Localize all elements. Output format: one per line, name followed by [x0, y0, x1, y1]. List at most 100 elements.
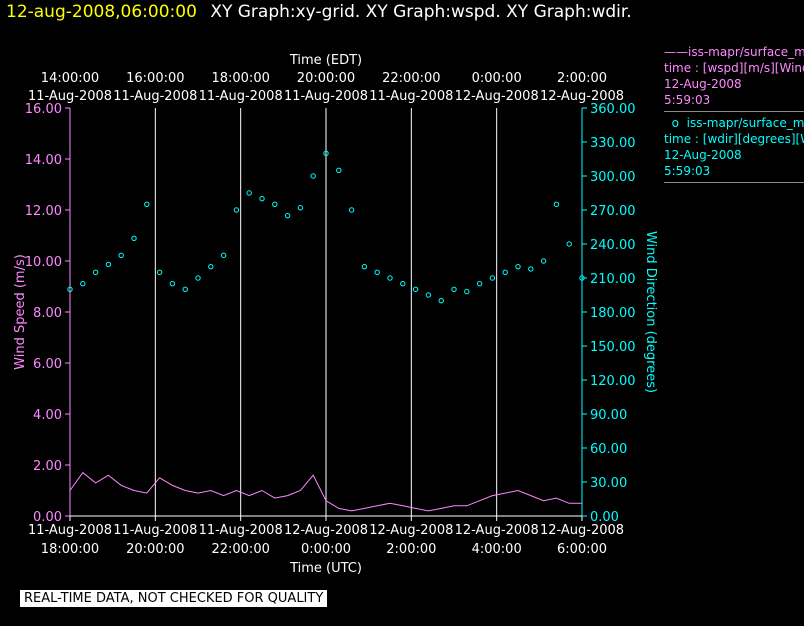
wind-direction-point — [144, 201, 150, 208]
wind-direction-point — [80, 280, 86, 287]
wind-direction-point — [297, 205, 304, 211]
left-tick-label: 8.00 — [33, 306, 62, 321]
bottom-tick-date: 12-Aug-2008 — [455, 523, 539, 538]
top-tick-date: 12-Aug-2008 — [540, 89, 624, 104]
wind-direction-point — [233, 207, 240, 213]
wind-direction-point — [259, 195, 265, 202]
wind-direction-point — [105, 261, 112, 268]
left-tick-label: 2.00 — [33, 459, 62, 474]
right-tick-label: 210.00 — [590, 272, 636, 287]
bottom-tick-time: 18:00:00 — [41, 542, 99, 557]
bottom-tick-time: 0:00:00 — [301, 542, 351, 557]
top-tick-date: 12-Aug-2008 — [455, 89, 539, 104]
bottom-tick-date: 12-Aug-2008 — [284, 523, 368, 538]
bottom-tick-time: 6:00:00 — [557, 542, 607, 557]
wind-direction-point — [476, 280, 483, 287]
right-tick-label: 240.00 — [590, 238, 636, 253]
right-tick-label: 360.00 — [590, 102, 636, 117]
wind-direction-point — [348, 207, 355, 213]
wind-direction-point — [553, 201, 560, 208]
title-bar: 12-aug-2008,06:00:00 XY Graph:xy-grid. X… — [6, 2, 632, 22]
top-axis-label: Time (EDT) — [289, 53, 362, 68]
left-tick-label: 4.00 — [33, 408, 62, 423]
wind-direction-point — [540, 258, 547, 264]
wind-direction-point — [374, 269, 380, 276]
right-tick-label: 270.00 — [590, 204, 636, 219]
wind-direction-point — [489, 275, 496, 281]
bottom-tick-time: 20:00:00 — [126, 542, 184, 557]
wind-direction-point — [92, 269, 99, 276]
wind-direction-point — [272, 201, 278, 208]
wind-direction-point — [566, 241, 572, 247]
bottom-axis-label: Time (UTC) — [289, 561, 362, 576]
left-tick-label: 12.00 — [25, 204, 62, 219]
wind-direction-point — [361, 263, 368, 270]
bottom-tick-time: 4:00:00 — [472, 542, 522, 557]
wind-direction-point — [284, 212, 291, 219]
top-tick-time: 18:00:00 — [211, 71, 269, 86]
wind-direction-point — [310, 173, 316, 179]
legend-wspd-title: ——iss-mapr/surface_m — [664, 45, 804, 59]
left-tick-label: 14.00 — [25, 153, 62, 168]
wind-direction-point — [131, 235, 137, 242]
top-tick-date: 11-Aug-2008 — [199, 89, 283, 104]
top-tick-date: 11-Aug-2008 — [113, 89, 197, 104]
right-tick-label: 300.00 — [590, 170, 636, 185]
left-tick-label: 10.00 — [25, 255, 62, 270]
wind-direction-point — [515, 263, 521, 270]
legend-wdir-line4: 5:59:03 — [664, 164, 711, 178]
top-tick-time: 16:00:00 — [126, 71, 184, 86]
right-tick-label: 120.00 — [590, 374, 636, 389]
wind-direction-point — [400, 280, 406, 287]
top-tick-time: 14:00:00 — [41, 71, 99, 86]
top-tick-time: 0:00:00 — [472, 71, 522, 86]
bottom-tick-date: 11-Aug-2008 — [199, 523, 283, 538]
wind-direction-point — [438, 297, 444, 304]
top-tick-date: 11-Aug-2008 — [28, 89, 112, 104]
wind-speed-series-line — [69, 471, 582, 512]
legend-wspd-line2: time : [wspd][m/s][Wind — [664, 61, 804, 75]
right-tick-label: 330.00 — [590, 136, 636, 151]
right-tick-label: 90.00 — [590, 408, 627, 423]
wind-direction-point — [182, 286, 188, 293]
wind-direction-point — [451, 286, 457, 293]
wind-direction-point — [323, 150, 329, 157]
wind-direction-point — [528, 266, 534, 272]
wind-direction-point — [156, 269, 163, 276]
wind-direction-point — [502, 269, 508, 276]
left-tick-label: 0.00 — [33, 510, 62, 525]
legend-wdir-line1: iss-mapr/surface_m — [686, 116, 804, 130]
legend-wdir-line3: 12-Aug-2008 — [664, 148, 742, 162]
wind-direction-point — [246, 190, 252, 196]
title-graphs: XY Graph:xy-grid. XY Graph:wspd. XY Grap… — [210, 2, 632, 22]
wind-direction-point — [412, 286, 419, 293]
right-axis-title: Wind Direction (degrees) — [643, 231, 658, 393]
top-tick-date: 11-Aug-2008 — [284, 89, 368, 104]
right-tick-label: 60.00 — [590, 442, 627, 457]
legend-wdir-title: o iss-mapr/surface_m — [664, 116, 804, 130]
title-datetime: 12-aug-2008,06:00:00 — [6, 2, 197, 22]
bottom-tick-date: 11-Aug-2008 — [28, 523, 112, 538]
wind-direction-point — [220, 252, 227, 259]
top-tick-date: 11-Aug-2008 — [369, 89, 453, 104]
wind-direction-point — [579, 275, 585, 281]
legend-wspd-line4: 5:59:03 — [664, 93, 711, 107]
wind-direction-point — [195, 275, 201, 281]
wind-direction-point — [169, 280, 176, 287]
legend-divider-bottom — [664, 182, 804, 183]
left-tick-label: 16.00 — [25, 102, 62, 117]
right-tick-label: 30.00 — [590, 476, 627, 491]
wind-direction-point — [118, 252, 124, 259]
right-tick-label: 180.00 — [590, 306, 636, 321]
bottom-tick-time: 2:00:00 — [386, 542, 436, 557]
legend-wdir-line2: time : [wdir][degrees][W — [664, 132, 804, 146]
bottom-tick-date: 12-Aug-2008 — [540, 523, 624, 538]
bottom-tick-date: 12-Aug-2008 — [369, 523, 453, 538]
right-tick-label: 150.00 — [590, 340, 636, 355]
right-tick-label: 0.00 — [590, 510, 619, 525]
top-tick-time: 20:00:00 — [297, 71, 355, 86]
top-tick-time: 22:00:00 — [382, 71, 440, 86]
top-tick-time: 2:00:00 — [557, 71, 607, 86]
wind-direction-point — [336, 167, 342, 174]
bottom-tick-date: 11-Aug-2008 — [113, 523, 197, 538]
